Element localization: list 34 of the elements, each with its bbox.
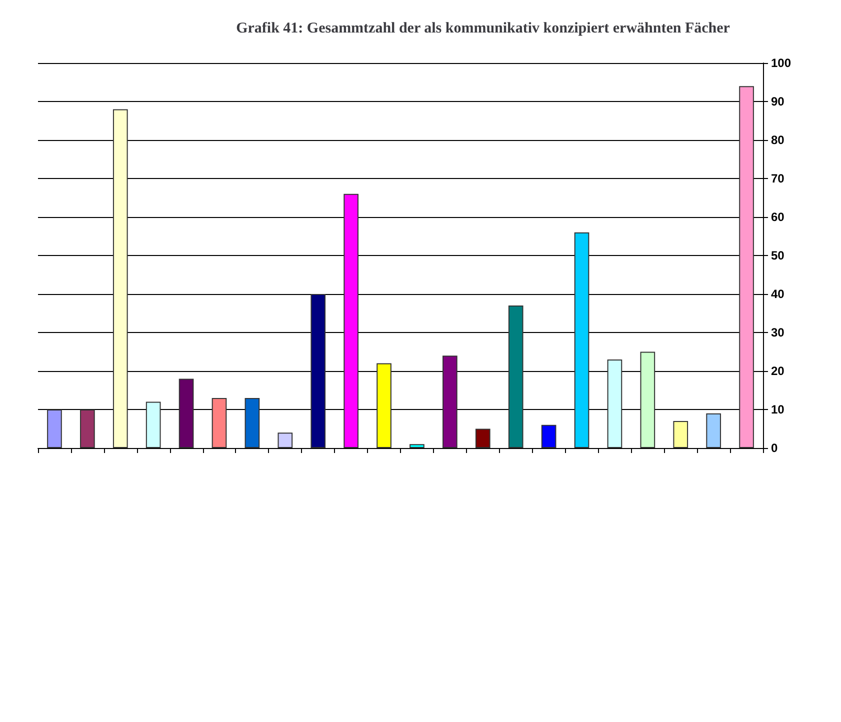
- y-tick-label: 90: [771, 94, 785, 108]
- y-tick-label: 20: [771, 364, 785, 378]
- y-tick-label: 0: [771, 441, 778, 455]
- bar: [112, 109, 128, 448]
- bar: [344, 194, 358, 448]
- y-tick-label: 60: [771, 210, 785, 224]
- bar: [146, 402, 161, 448]
- bar: [541, 424, 556, 448]
- bar: [244, 398, 260, 448]
- bar: [640, 352, 656, 448]
- bar: [47, 410, 62, 448]
- bar: [178, 378, 194, 448]
- bar: [607, 359, 622, 448]
- bar: [706, 413, 721, 448]
- bar: [673, 421, 688, 448]
- y-tick-label: 100: [771, 56, 792, 70]
- bar: [508, 306, 524, 448]
- chart-title: Grafik 41: Gesammtzahl der als kommunikativ konzipiert erwähnten Fächer: [236, 20, 730, 36]
- bar: [739, 86, 754, 448]
- bar: [475, 428, 490, 448]
- y-tick-label: 10: [771, 402, 785, 416]
- y-tick-label: 50: [771, 248, 785, 262]
- bar: [442, 356, 458, 448]
- bar: [310, 294, 326, 448]
- bar: [80, 410, 95, 448]
- y-tick-label: 30: [771, 326, 785, 340]
- y-tick-label: 80: [771, 133, 785, 147]
- bar: [574, 232, 590, 448]
- bar: [212, 398, 227, 448]
- y-tick-label: 70: [771, 172, 785, 186]
- bar: [410, 444, 424, 448]
- y-tick-label: 40: [771, 287, 785, 301]
- bar: [376, 363, 392, 448]
- bar: [278, 432, 293, 448]
